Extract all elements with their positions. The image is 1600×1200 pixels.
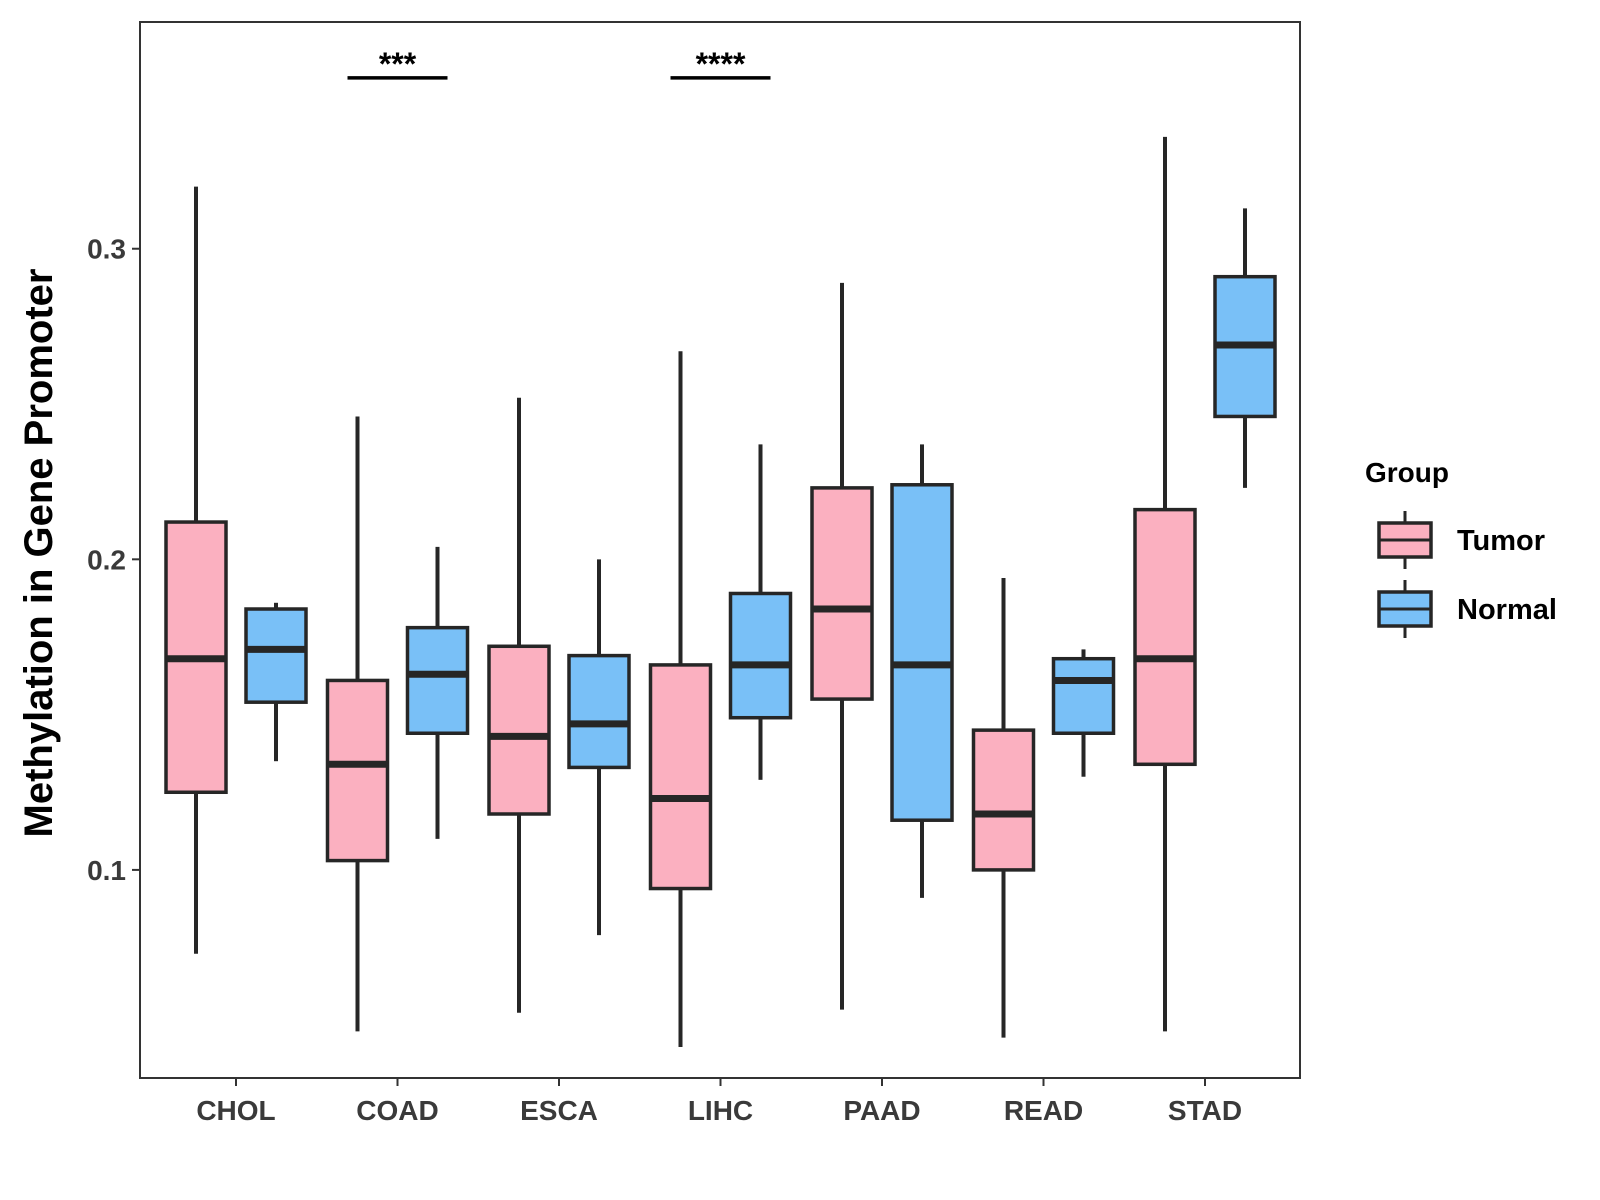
box-normal-stad (1213, 208, 1277, 488)
x-tick-label-chol: CHOL (196, 1095, 275, 1126)
panel-border (139, 21, 1301, 1079)
y-tick-label: 0.3 (87, 234, 126, 265)
y-tick-label: 0.1 (87, 855, 126, 886)
box-normal-lihc (728, 444, 793, 780)
box-body (810, 486, 874, 701)
box-body (728, 591, 793, 720)
box-body (971, 728, 1036, 872)
box-body (405, 625, 470, 735)
legend-label-tumor: Tumor (1457, 525, 1545, 557)
box-normal-read (1051, 649, 1116, 777)
box-body (567, 653, 631, 770)
box-normal-esca (567, 559, 631, 936)
box-tumor-paad (810, 282, 874, 1010)
significance-label-lihc: **** (696, 46, 746, 82)
box-tumor-chol (164, 186, 228, 954)
box-body (1133, 507, 1197, 767)
x-tick-label-paad: PAAD (843, 1095, 920, 1126)
box-tumor-read (971, 577, 1036, 1038)
significance-label-coad: *** (379, 46, 417, 82)
legend-item-tumor: Tumor (1377, 511, 1545, 569)
box-normal-paad (890, 444, 954, 898)
box-body (325, 678, 390, 863)
x-tick-label-lihc: LIHC (688, 1095, 753, 1126)
x-tick-label-coad: COAD (356, 1095, 438, 1126)
box-body (890, 483, 954, 822)
box-body (244, 607, 308, 704)
x-tick-label-esca: ESCA (520, 1095, 598, 1126)
box-normal-chol (244, 602, 308, 762)
box-body (648, 663, 713, 891)
plot-area: *** **** (164, 46, 1277, 1047)
legend-item-normal: Normal (1377, 580, 1557, 638)
box-normal-coad (405, 546, 470, 839)
box-tumor-esca (487, 397, 551, 1013)
x-tick-label-read: READ (1004, 1095, 1083, 1126)
legend: Group Tumor Normal (1365, 457, 1557, 638)
y-axis-label: Methylation in Gene Promoter (17, 269, 61, 838)
legend-title: Group (1365, 457, 1449, 488)
x-tick-label-stad: STAD (1168, 1095, 1242, 1126)
box-body (1051, 656, 1116, 735)
box-tumor-coad (325, 416, 390, 1032)
box-tumor-lihc (648, 351, 713, 1047)
box-tumor-stad (1133, 136, 1197, 1032)
axes: 0.1 0.2 0.3 CHOL COAD ESCA LIHC PAAD READ STAD (87, 21, 1301, 1126)
y-tick-label: 0.2 (87, 544, 126, 575)
legend-label-normal: Normal (1457, 594, 1557, 626)
box-body (487, 644, 551, 816)
